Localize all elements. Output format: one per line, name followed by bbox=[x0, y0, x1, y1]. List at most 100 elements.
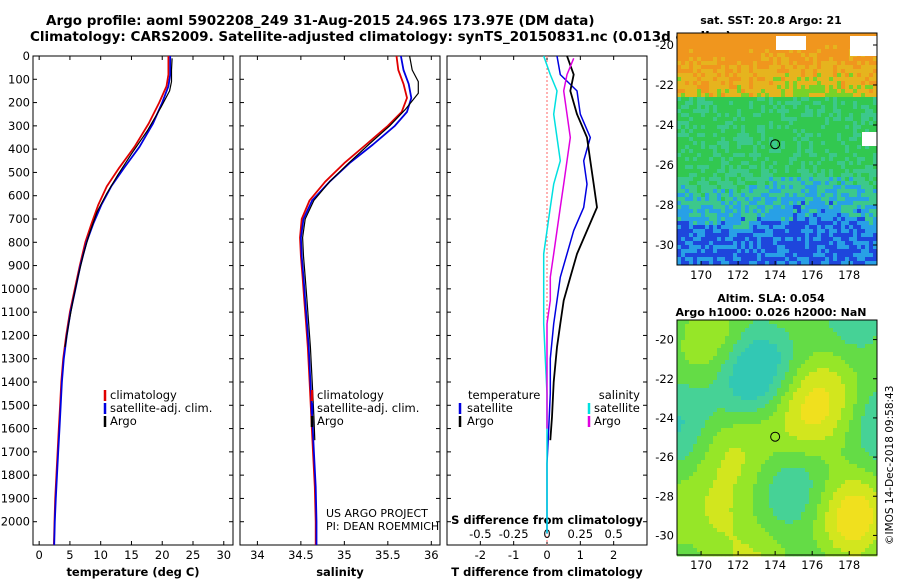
map-sst-ytick-label: -22 bbox=[655, 78, 674, 92]
salinity-xtick-label: 35 bbox=[337, 548, 352, 562]
depth-tick-label: 300 bbox=[8, 119, 30, 133]
depth-tick-label: 0 bbox=[23, 49, 30, 63]
map-sst-xtick-label: 176 bbox=[801, 268, 823, 282]
map-sla-xtick-label: 178 bbox=[838, 558, 860, 572]
legend-salinity-heading: salinity bbox=[599, 388, 640, 402]
sst-missing-patch bbox=[776, 36, 806, 50]
sst-map-title: sat. SST: 20.8 Argo: 21 bbox=[700, 14, 842, 27]
difference-xtick-label: -2 bbox=[475, 548, 486, 562]
temperature-xtick-label: 15 bbox=[124, 548, 139, 562]
legend-s-label: satellite bbox=[594, 401, 640, 415]
temperature-xtick-label: 30 bbox=[216, 548, 231, 562]
project-credit: US ARGO PROJECT bbox=[326, 507, 428, 520]
depth-tick-label: 1700 bbox=[1, 445, 30, 459]
temperature-profile-plot: 0100200300400500600700800900100011001200… bbox=[1, 49, 234, 579]
map-sla-xtick-label: 170 bbox=[690, 558, 712, 572]
legend-t-label: Argo bbox=[467, 414, 494, 428]
depth-tick-label: 400 bbox=[8, 142, 30, 156]
difference-xtick-label: 1 bbox=[577, 548, 584, 562]
map-sst-ytick-label: -30 bbox=[655, 238, 674, 252]
legend-s-label: Argo bbox=[594, 414, 621, 428]
salinity-xlabel: salinity bbox=[316, 565, 364, 579]
depth-tick-label: 200 bbox=[8, 96, 30, 110]
figure-title-line2: Climatology: CARS2009. Satellite-adjuste… bbox=[30, 29, 732, 45]
salinity-frame bbox=[239, 55, 441, 546]
sst-map: 170 172 174 176 178 -20 -22 -24 -26 -28 -30 bbox=[655, 32, 878, 282]
difference-series-t-satellite bbox=[546, 55, 592, 534]
depth-tick-label: 2000 bbox=[1, 515, 30, 529]
salinity-legend-label: climatology bbox=[317, 388, 384, 402]
difference-xtick-label: 2 bbox=[610, 548, 617, 562]
salinity-profile-plot: 34 34.5 35 35.5 36 salinity climatologysatelli… bbox=[239, 55, 441, 579]
map-sla-xtick-label: 172 bbox=[727, 558, 749, 572]
map-sst-ytick-label: -20 bbox=[655, 38, 674, 52]
salinity-diff-tick-label: 0 bbox=[543, 527, 550, 541]
map-sla-field bbox=[677, 320, 878, 557]
temperature-legend-label: Argo bbox=[110, 414, 137, 428]
pi-credit: PI: DEAN ROEMMICH bbox=[326, 520, 439, 533]
sla-map-title-line2: Argo h1000: 0.026 h2000: NaN bbox=[675, 306, 866, 319]
salinity-diff-tick-label: -0.25 bbox=[499, 527, 529, 541]
temperature-frame bbox=[32, 55, 234, 546]
salinity-xtick-label: 36 bbox=[424, 548, 439, 562]
depth-tick-label: 1600 bbox=[1, 422, 30, 436]
depth-tick-label: 1300 bbox=[1, 352, 30, 366]
temperature-xtick-label: 10 bbox=[93, 548, 108, 562]
temperature-xlabel: temperature (deg C) bbox=[66, 565, 199, 579]
depth-tick-label: 600 bbox=[8, 189, 30, 203]
depth-tick-label: 1100 bbox=[1, 305, 30, 319]
map-sst-xtick-label: 172 bbox=[727, 268, 749, 282]
depth-tick-label: 1800 bbox=[1, 468, 30, 482]
sst-missing-patch bbox=[862, 132, 877, 146]
map-sla-ytick-label: -28 bbox=[655, 489, 674, 503]
temperature-xtick-label: 25 bbox=[186, 548, 201, 562]
imos-stamp: ©IMOS 14-Dec-2018 09:58:43 bbox=[884, 386, 896, 545]
depth-tick-label: 1500 bbox=[1, 398, 30, 412]
temperature-legend-label: satellite-adj. clim. bbox=[110, 401, 212, 415]
difference-series-t-argo bbox=[549, 55, 598, 441]
map-sla-ytick-label: -26 bbox=[655, 450, 674, 464]
map-sst-ytick-label: -26 bbox=[655, 158, 674, 172]
map-sla-xtick-label: 176 bbox=[801, 558, 823, 572]
depth-tick-label: 100 bbox=[8, 72, 30, 86]
salinity-xtick-label: 35.5 bbox=[375, 548, 401, 562]
depth-tick-label: 1900 bbox=[1, 491, 30, 505]
depth-tick-label: 900 bbox=[8, 259, 30, 273]
salinity-diff-tick-label: -0.5 bbox=[469, 527, 491, 541]
sla-map: 170 172 174 176 178 -20 -22 -24 -26 -28 -30 bbox=[655, 319, 878, 572]
depth-tick-label: 1400 bbox=[1, 375, 30, 389]
difference-xtick-label: -1 bbox=[508, 548, 519, 562]
map-sla-xtick-label: 174 bbox=[764, 558, 786, 572]
difference-xlabel: T difference from climatology bbox=[451, 565, 643, 579]
depth-tick-label: 1200 bbox=[1, 328, 30, 342]
salinity-diff-tick-label: 0.25 bbox=[568, 527, 594, 541]
temperature-series-argo bbox=[64, 58, 173, 348]
map-sla-ytick-label: -20 bbox=[655, 333, 674, 347]
temperature-xtick-label: 20 bbox=[155, 548, 170, 562]
temperature-legend-label: climatology bbox=[110, 388, 177, 402]
map-sla-ytick-label: -22 bbox=[655, 372, 674, 386]
map-sla-ytick-label: -24 bbox=[655, 411, 674, 425]
depth-tick-label: 800 bbox=[8, 235, 30, 249]
sst-missing-patch bbox=[850, 36, 877, 56]
salinity-diff-tick-label: 0.5 bbox=[605, 527, 623, 541]
map-sst-profile-marker bbox=[770, 139, 781, 150]
legend-temperature-heading: temperature bbox=[468, 388, 540, 402]
depth-tick-label: 500 bbox=[8, 165, 30, 179]
sla-map-title-line1: Altim. SLA: 0.054 bbox=[717, 292, 825, 305]
salinity-xtick-label: 34.5 bbox=[288, 548, 314, 562]
map-sst-xtick-label: 170 bbox=[690, 268, 712, 282]
figure-title-line1: Argo profile: aoml 5902208_249 31-Aug-20… bbox=[46, 13, 595, 29]
map-sla-profile-marker bbox=[770, 431, 781, 442]
difference-profile-plot: -2 -1 0 1 2 T difference from climatology -0.5… bbox=[446, 55, 648, 579]
map-sla-ytick-label: -30 bbox=[655, 528, 674, 542]
salinity-series-satellite-adj-clim- bbox=[299, 55, 413, 545]
map-sst-field bbox=[677, 33, 878, 266]
map-sst-xtick-label: 174 bbox=[764, 268, 786, 282]
difference-xtick-label: 0 bbox=[543, 548, 550, 562]
map-sst-frame bbox=[676, 32, 878, 266]
map-sst-xtick-label: 178 bbox=[838, 268, 860, 282]
map-sla-frame bbox=[676, 319, 878, 556]
difference-series-s-argo bbox=[546, 58, 575, 429]
